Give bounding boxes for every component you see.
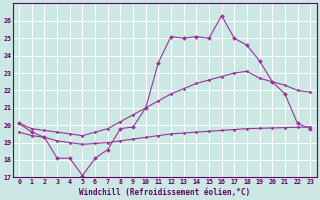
- X-axis label: Windchill (Refroidissement éolien,°C): Windchill (Refroidissement éolien,°C): [79, 188, 250, 197]
